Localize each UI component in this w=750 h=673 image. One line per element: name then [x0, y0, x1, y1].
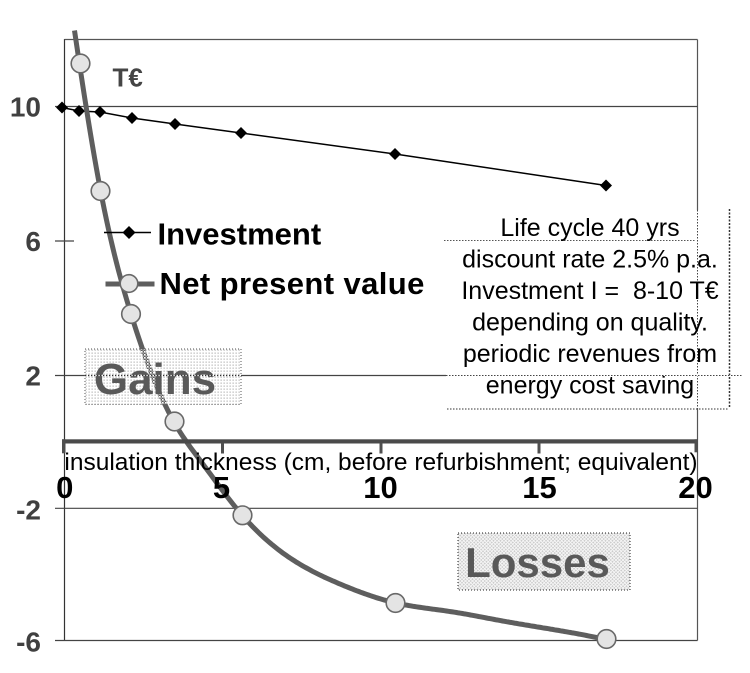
svg-text:Losses: Losses	[465, 539, 610, 586]
svg-text:6: 6	[25, 226, 41, 257]
svg-text:discount rate 2.5% p.a.: discount rate 2.5% p.a.	[462, 246, 718, 274]
svg-text:Life cycle 40 yrs: Life cycle 40 yrs	[500, 214, 679, 242]
svg-text:2: 2	[25, 361, 41, 392]
svg-text:10: 10	[363, 470, 397, 505]
svg-text:T€: T€	[113, 63, 143, 93]
svg-text:-2: -2	[16, 494, 41, 525]
svg-text:15: 15	[522, 470, 556, 505]
svg-text:depending on quality.: depending on quality.	[472, 309, 708, 337]
svg-text:periodic revenues from: periodic revenues from	[463, 340, 717, 368]
svg-text:Investment I = 8-10 T€: Investment I = 8-10 T€	[461, 277, 718, 305]
svg-text:insulation thickness (cm, befo: insulation thickness (cm, before refurbi…	[64, 449, 697, 476]
svg-text:10: 10	[10, 92, 41, 123]
svg-text:0: 0	[56, 470, 73, 505]
svg-text:-6: -6	[16, 626, 41, 657]
svg-text:Investment: Investment	[158, 216, 322, 251]
svg-text:20: 20	[678, 470, 712, 505]
svg-text:Net present value: Net present value	[160, 266, 425, 301]
svg-text:5: 5	[213, 470, 230, 505]
svg-text:Gains: Gains	[94, 355, 216, 404]
svg-text:energy cost saving: energy cost saving	[486, 372, 694, 400]
